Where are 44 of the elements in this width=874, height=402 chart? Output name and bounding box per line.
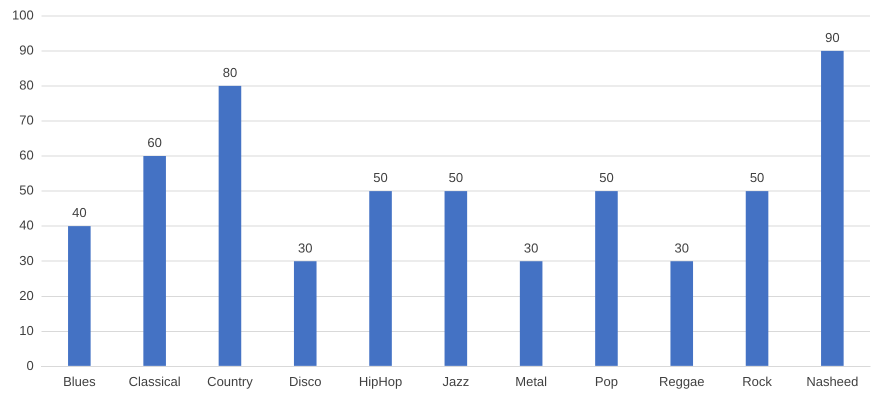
y-tick-label: 30 xyxy=(19,252,34,268)
data-label: 80 xyxy=(222,65,238,80)
x-tick-label: Metal xyxy=(515,374,548,389)
x-tick-label: Nasheed xyxy=(806,374,858,389)
data-label: 50 xyxy=(599,170,614,186)
y-tick-label: 100 xyxy=(12,7,34,22)
bar xyxy=(369,191,392,366)
y-tick-label: 90 xyxy=(19,42,34,58)
x-tick-label: Reggae xyxy=(658,374,705,389)
data-label: 30 xyxy=(524,240,538,256)
x-tick-label: Jazz xyxy=(442,374,470,389)
y-tick-label: 50 xyxy=(19,182,34,198)
y-tick-label: 10 xyxy=(19,322,34,338)
y-tick-label: 80 xyxy=(19,78,34,92)
bar xyxy=(595,191,618,366)
bar xyxy=(746,191,768,366)
y-tick-label: 60 xyxy=(19,148,34,163)
bar xyxy=(218,86,242,366)
bar xyxy=(294,261,317,366)
data-label: 30 xyxy=(298,240,312,256)
x-tick-label: Rock xyxy=(742,374,772,389)
bar xyxy=(821,50,844,366)
bar xyxy=(520,261,542,366)
x-tick-label: HipHop xyxy=(358,374,402,389)
bar xyxy=(143,156,166,366)
x-tick-label: Country xyxy=(207,374,254,389)
y-tick-label: 40 xyxy=(19,218,34,233)
x-tick-label: Classical xyxy=(128,374,181,389)
x-tick-label: Blues xyxy=(63,374,96,389)
bar xyxy=(68,226,91,366)
data-label: 90 xyxy=(825,30,840,45)
y-tick-label: 0 xyxy=(26,358,34,373)
data-label: 50 xyxy=(373,170,388,186)
y-tick-label: 20 xyxy=(19,288,34,303)
data-label: 50 xyxy=(448,170,464,186)
x-tick-label: Disco xyxy=(288,374,322,389)
data-label: 40 xyxy=(72,205,87,220)
bar xyxy=(444,191,468,366)
data-label: 30 xyxy=(674,240,689,256)
y-tick-label: 70 xyxy=(19,112,34,128)
bar xyxy=(670,261,694,366)
data-label: 50 xyxy=(750,170,764,186)
data-label: 60 xyxy=(147,135,162,150)
x-tick-label: Pop xyxy=(594,374,618,389)
